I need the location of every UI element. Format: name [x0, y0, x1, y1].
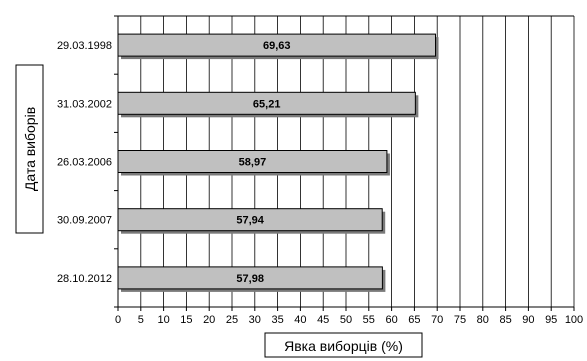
x-tick-label: 35 — [271, 314, 283, 326]
x-axis-title-text: Явка виборців (%) — [284, 338, 403, 354]
category-label: 29.03.1998 — [57, 40, 112, 52]
x-tick-label: 45 — [317, 314, 329, 326]
x-tick-label: 5 — [138, 314, 144, 326]
bar — [117, 33, 437, 57]
y-axis-title-box — [15, 64, 44, 234]
x-axis-title-box — [264, 332, 423, 358]
x-tick-label: 65 — [408, 314, 420, 326]
bar — [117, 266, 383, 290]
x-tick-label: 10 — [157, 314, 169, 326]
x-tick-label: 55 — [363, 314, 375, 326]
x-tick-label: 95 — [545, 314, 557, 326]
bar-value-label: 65,21 — [253, 98, 281, 110]
bar — [117, 91, 416, 115]
x-tick-label: 30 — [249, 314, 261, 326]
bar — [117, 150, 388, 173]
x-tick-label: 0 — [115, 314, 121, 326]
x-tick-label: 85 — [499, 314, 511, 326]
data-labels: 69,63 65,21 58,97 57,94 57,98 — [236, 40, 290, 285]
x-tick-label: 60 — [385, 314, 397, 326]
x-tick-label: 75 — [454, 314, 466, 326]
category-labels: 29.03.1998 31.03.2002 26.03.2006 30.09.2007… — [57, 40, 112, 285]
x-tick-label: 90 — [522, 314, 534, 326]
plot-frame — [114, 15, 575, 311]
x-tick-label: 70 — [431, 314, 443, 326]
x-tick-label: 80 — [477, 314, 489, 326]
grid-lines — [140, 16, 575, 307]
category-label: 26.03.2006 — [57, 157, 112, 169]
x-axis-title: Явка виборців (%) — [264, 332, 423, 358]
x-tick-label: 50 — [340, 314, 352, 326]
bar-value-label: 57,98 — [236, 273, 264, 285]
x-tick-label: 100 — [565, 314, 583, 326]
bar-value-label: 58,97 — [239, 157, 267, 169]
bar-value-label: 69,63 — [263, 40, 291, 52]
x-tick-label: 20 — [203, 314, 215, 326]
category-label: 31.03.2002 — [57, 98, 112, 110]
category-label: 28.10.2012 — [57, 273, 112, 285]
x-tick-label: 40 — [294, 314, 306, 326]
x-tick-labels: 0 5 10 15 20 25 30 35 40 45 50 55 60 65 70 75 80 85 90 95 10… — [115, 314, 583, 326]
bar — [117, 208, 383, 232]
y-axis-title: Дата виборів — [15, 64, 44, 234]
bar-value-label: 57,94 — [236, 215, 264, 227]
x-tick-label: 25 — [226, 314, 238, 326]
bars — [117, 33, 439, 292]
y-axis-title-text: Дата виборів — [22, 107, 38, 191]
category-label: 30.09.2007 — [57, 215, 112, 227]
x-tick-label: 15 — [180, 314, 192, 326]
